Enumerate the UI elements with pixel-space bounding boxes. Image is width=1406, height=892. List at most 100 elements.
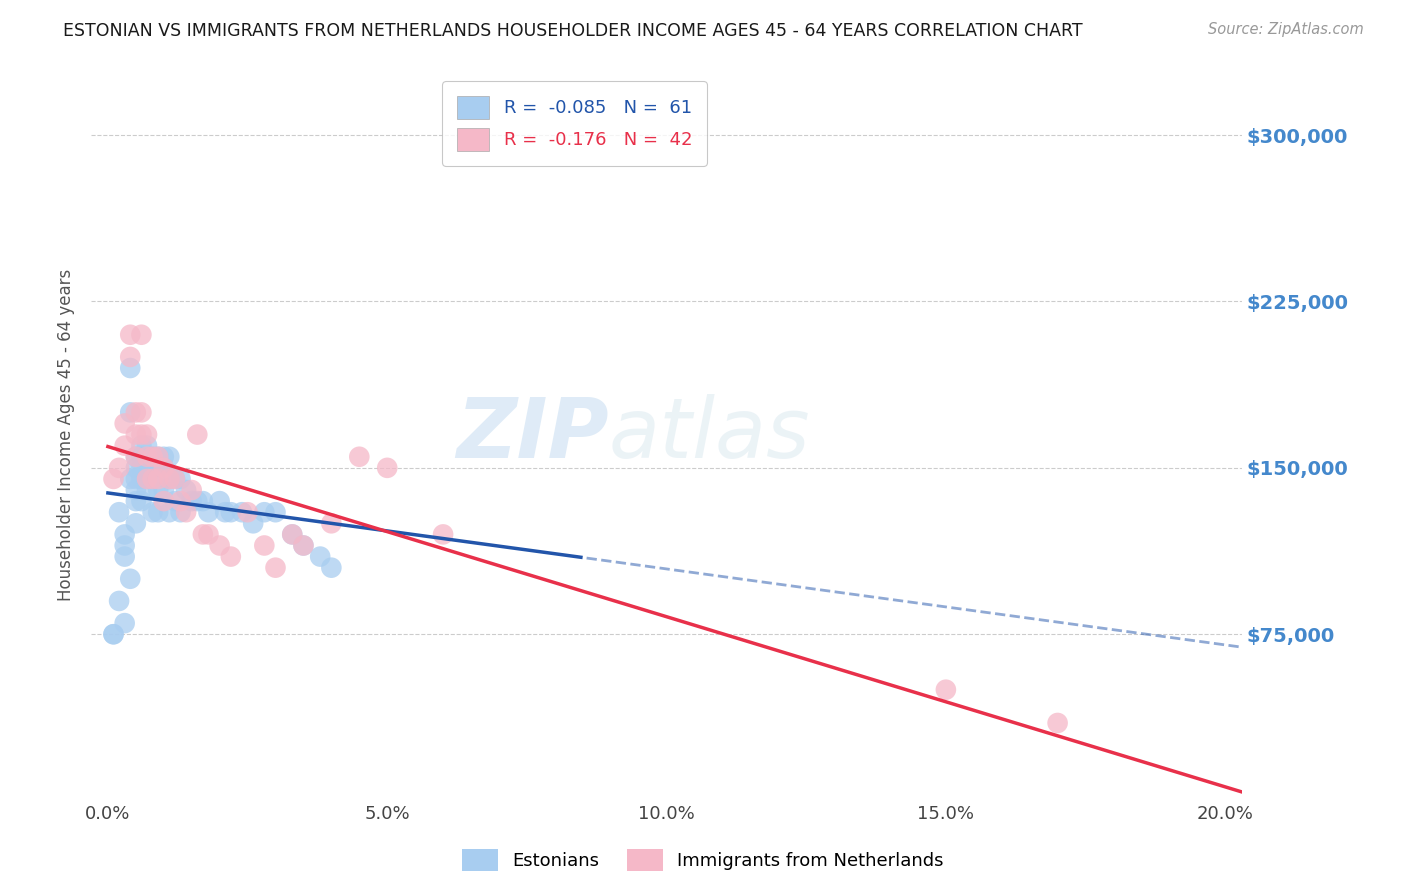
Point [120,361,142,376]
Point [208,539,231,553]
Point [292,539,315,553]
Point [264,505,287,519]
Point [148,505,170,519]
Point [120,405,142,419]
Point [108,505,131,519]
Point [148,450,170,464]
Point [142,472,165,486]
Point [142,450,165,464]
Point [281,527,304,541]
Text: atlas: atlas [609,394,811,475]
Point [142,472,165,486]
Point [120,472,142,486]
Point [103,627,125,641]
Point [292,539,315,553]
Point [108,460,131,475]
Point [131,405,153,419]
Point [375,460,398,475]
Point [136,427,159,442]
Point [253,505,276,519]
Point [191,527,214,541]
Point [108,594,131,608]
Point [114,439,136,453]
Point [157,450,180,464]
Point [231,505,253,519]
Point [131,427,153,442]
Point [219,549,242,564]
Point [131,472,153,486]
Point [114,417,136,431]
Point [131,460,153,475]
Point [114,549,136,564]
Point [180,483,202,497]
Point [125,405,148,419]
Point [152,450,174,464]
Point [136,483,159,497]
Point [169,494,191,508]
Point [136,439,159,453]
Text: ESTONIAN VS IMMIGRANTS FROM NETHERLANDS HOUSEHOLDER INCOME AGES 45 - 64 YEARS CO: ESTONIAN VS IMMIGRANTS FROM NETHERLANDS … [63,22,1083,40]
Point [186,494,208,508]
Point [125,460,148,475]
Point [197,527,219,541]
Point [131,439,153,453]
Point [157,472,180,486]
Point [219,505,242,519]
Point [131,450,153,464]
Legend: Estonians, Immigrants from Netherlands: Estonians, Immigrants from Netherlands [456,842,950,879]
Point [186,427,208,442]
Point [125,483,148,497]
Point [163,472,186,486]
Point [349,450,371,464]
Point [148,472,170,486]
Point [163,472,186,486]
Point [152,494,174,508]
Point [174,505,197,519]
Text: ZIP: ZIP [457,394,609,475]
Point [125,450,148,464]
Point [131,494,153,508]
Point [148,483,170,497]
Point [152,460,174,475]
Point [148,450,170,464]
Point [157,505,180,519]
Point [157,472,180,486]
Point [114,616,136,631]
Point [169,505,191,519]
Point [142,505,165,519]
Point [321,560,343,574]
Point [114,539,136,553]
Point [242,516,264,531]
Point [136,472,159,486]
Point [163,494,186,508]
Point [169,472,191,486]
Point [321,516,343,531]
Point [281,527,304,541]
Point [125,427,148,442]
Point [191,494,214,508]
Point [309,549,332,564]
Point [103,472,125,486]
Point [253,539,276,553]
Point [935,682,957,697]
Point [148,460,170,475]
Point [103,627,125,641]
Point [136,472,159,486]
Point [120,572,142,586]
Point [120,327,142,342]
Point [432,527,454,541]
Point [142,450,165,464]
Point [125,516,148,531]
Point [120,350,142,364]
Point [180,494,202,508]
Point [136,450,159,464]
Point [152,483,174,497]
Point [174,483,197,497]
Point [125,450,148,464]
Y-axis label: Householder Income Ages 45 - 64 years: Householder Income Ages 45 - 64 years [58,268,75,600]
Point [236,505,259,519]
Point [142,460,165,475]
Text: Source: ZipAtlas.com: Source: ZipAtlas.com [1208,22,1364,37]
Point [125,494,148,508]
Point [125,472,148,486]
